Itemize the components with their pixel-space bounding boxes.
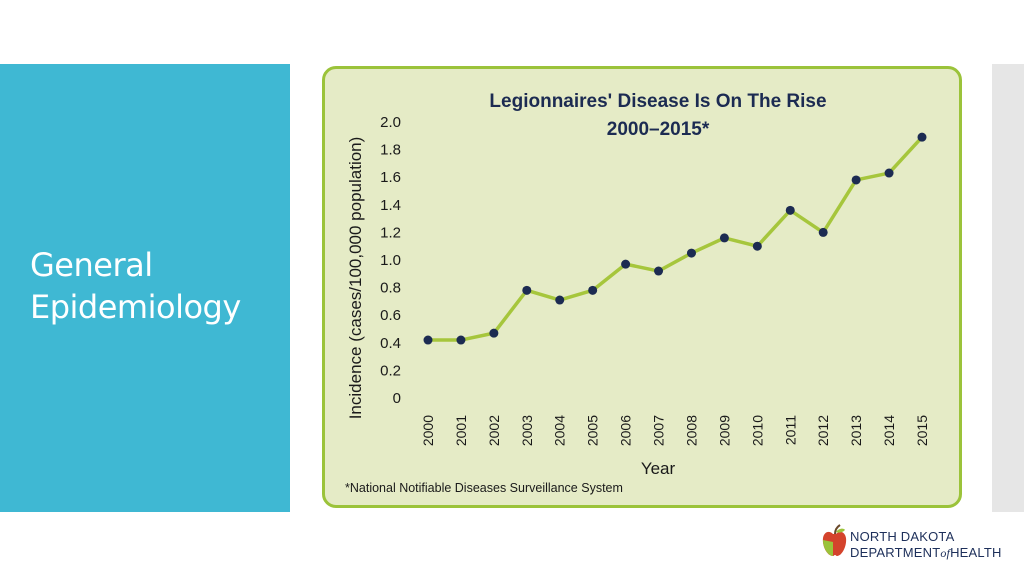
x-tick-label: 2005 [585, 415, 601, 446]
x-tick-label: 2002 [486, 415, 502, 446]
logo-text-line1: NORTH DAKOTA [850, 529, 955, 544]
y-tick-label: 1.6 [380, 169, 401, 186]
data-point [719, 233, 729, 243]
data-point [423, 335, 433, 345]
x-tick-label: 2015 [914, 415, 930, 446]
x-tick-label: 2009 [716, 415, 732, 446]
logo-text-of: of [940, 546, 951, 560]
y-axis-label: Incidence (cases/100,000 population) [346, 137, 365, 420]
y-tick-label: 2.0 [380, 114, 401, 131]
y-tick-label: 0 [393, 390, 401, 407]
x-tick-label: 2014 [881, 415, 897, 446]
title-panel [0, 64, 290, 512]
data-point [621, 259, 631, 269]
data-point [489, 328, 499, 338]
chart-title-line2: 2000–2015* [607, 119, 710, 140]
data-point [588, 285, 598, 295]
logo-text-line2: DEPARTMENTofHEALTH [850, 545, 1002, 561]
x-tick-label: 2012 [815, 415, 831, 446]
logo-text-department: DEPARTMENT [850, 545, 941, 560]
x-tick-label: 2004 [552, 415, 568, 446]
y-tick-label: 0.2 [380, 362, 401, 379]
x-tick-label: 2010 [749, 415, 765, 446]
x-tick-label: 2008 [683, 415, 699, 446]
x-tick-label: 2001 [453, 415, 469, 446]
x-tick-label: 2003 [519, 415, 535, 446]
y-tick-label: 1.2 [380, 224, 401, 241]
x-axis-label: Year [641, 459, 676, 478]
data-point [917, 132, 927, 142]
y-tick-label: 1.4 [380, 197, 401, 214]
y-tick-label: 0.8 [380, 280, 401, 297]
slide-title-line2: Epidemiology [30, 288, 241, 326]
data-point [752, 241, 762, 251]
y-tick-label: 1.8 [380, 142, 401, 159]
line-chart: Legionnaires' Disease Is On The Rise 200… [346, 91, 930, 478]
data-point [851, 175, 861, 185]
chart-frame: Legionnaires' Disease Is On The Rise 200… [322, 66, 962, 508]
slide-title: General Epidemiology [30, 244, 280, 328]
x-tick-label: 2013 [848, 415, 864, 446]
x-tick-label: 2000 [420, 415, 436, 446]
data-point [785, 205, 795, 215]
data-point [456, 335, 466, 345]
x-tick-label: 2007 [651, 415, 667, 446]
y-tick-label: 0.6 [380, 307, 401, 324]
series-line [428, 135, 924, 342]
chart-title-line1: Legionnaires' Disease Is On The Rise [489, 91, 826, 112]
apple-logo-icon [822, 524, 847, 556]
right-edge-bar [992, 64, 1024, 512]
data-point [654, 266, 664, 276]
nd-health-logo: NORTH DAKOTA DEPARTMENTofHEALTH [820, 524, 1020, 564]
logo-text-health: HEALTH [950, 545, 1002, 560]
data-point [884, 168, 894, 178]
y-tick-label: 1.0 [380, 252, 401, 269]
x-tick-label: 2011 [782, 415, 798, 445]
slide-title-line1: General [30, 246, 153, 284]
data-point [555, 295, 565, 305]
data-point [818, 227, 828, 237]
data-point [686, 248, 696, 258]
data-point [522, 285, 532, 295]
chart-footnote: *National Notifiable Diseases Surveillan… [345, 481, 623, 495]
x-tick-label: 2006 [618, 415, 634, 446]
y-tick-label: 0.4 [380, 335, 401, 352]
